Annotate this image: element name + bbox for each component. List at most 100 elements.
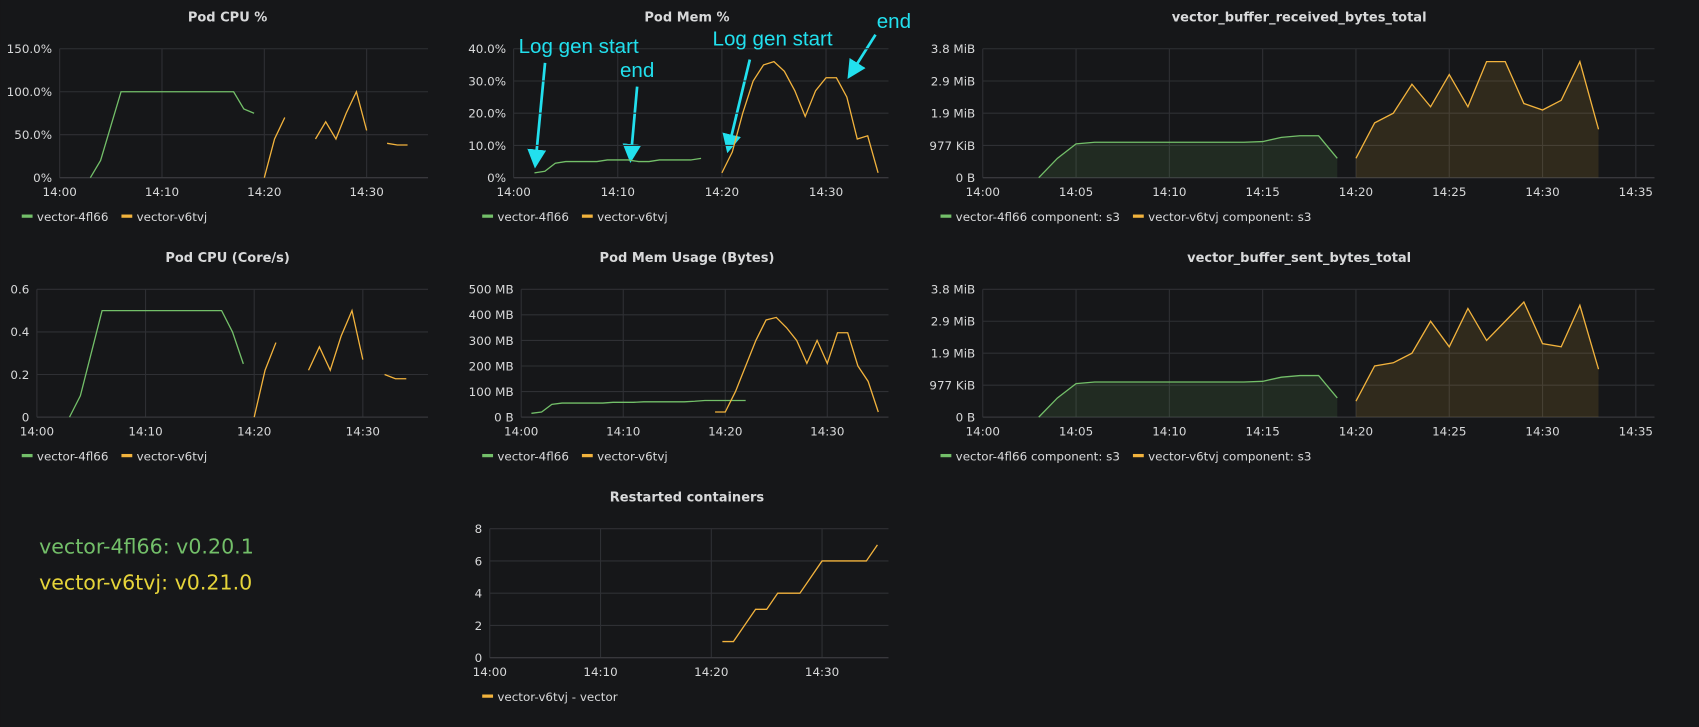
y-tick-label: 0% [487,171,506,185]
y-tick-label: 20.0% [468,107,506,121]
legend-swatch [482,453,494,458]
series-line [721,60,879,174]
legend-label[interactable]: vector-v6tvj [137,210,208,224]
legend-label[interactable]: vector-v6tvj [137,449,208,463]
legend-label[interactable]: vector-4fl66 component: s3 [956,449,1120,463]
version-note: vector-4fl66: v0.20.1 [39,535,254,559]
panel: Restarted containers 0 2 4 6 8 14:00 14:10 14:20… [473,491,889,704]
y-tick-label: 0.6 [10,283,29,297]
annotation: Log gen start [519,35,639,58]
series-area [1355,302,1599,418]
y-tick-label: 4 [475,587,483,601]
legend-swatch [581,214,593,218]
arrow [722,59,752,154]
legend-label[interactable]: vector-4fl66 [497,449,569,463]
legend-swatch [121,453,133,458]
y-tick-label: 0.2 [10,368,29,382]
y-tick-label: 0 B [494,410,514,424]
legend-swatch [482,214,494,218]
x-tick-label: 14:20 [247,185,281,199]
panel-title: Pod CPU % [188,11,267,26]
legend-label[interactable]: vector-v6tvj - vector [497,690,617,704]
y-tick-label: 1.9 MiB [931,347,975,361]
y-tick-label: 2.9 MiB [931,315,975,329]
x-tick-label: 14:35 [1619,425,1653,439]
x-tick-label: 14:10 [1152,425,1186,439]
series-line [715,316,879,413]
panel: Pod Mem % 0% 10.0% 20.0% 30.0% 40.0% 14:00 14:1… [468,10,911,224]
y-tick-label: 1.9 MiB [931,107,975,121]
legend-label[interactable]: vector-4fl66 [37,449,109,463]
x-tick-label: 14:05 [1059,185,1093,199]
y-tick-label: 3.8 MiB [931,42,975,56]
y-tick-label: 0 [475,651,483,665]
x-tick-label: 14:15 [1246,425,1280,439]
x-tick-label: 14:05 [1059,425,1093,439]
x-tick-label: 14:30 [810,425,844,439]
version-note: vector-v6tvj: v0.21.0 [39,570,252,594]
x-tick-label: 14:20 [1339,425,1373,439]
series-line [1038,374,1338,418]
x-tick-label: 14:10 [128,425,162,439]
panel-title: Pod CPU (Core/s) [165,251,290,266]
y-tick-label: 500 MB [469,283,514,297]
x-tick-label: 14:10 [145,185,179,199]
y-tick-label: 100.0% [7,85,52,99]
panel: Pod CPU (Core/s) 0 0.2 0.4 0.6 14:00 14:10 14:2… [10,251,429,463]
x-tick-label: 14:00 [473,665,507,679]
x-tick-label: 14:20 [1339,185,1373,199]
panel-title: Pod Mem Usage (Bytes) [600,251,775,266]
x-tick-label: 14:20 [694,665,728,679]
panel-title: vector_buffer_sent_bytes_total [1187,251,1411,266]
panel-title: Pod Mem % [644,11,729,26]
legend-label[interactable]: vector-v6tvj component: s3 [1148,210,1311,224]
legend-label[interactable]: vector-4fl66 component: s3 [956,210,1120,224]
series-area [1038,375,1338,418]
x-tick-label: 14:10 [601,185,635,199]
series-line [1038,135,1338,179]
x-tick-label: 14:20 [705,185,739,199]
y-tick-label: 0 B [956,171,976,185]
legend-label[interactable]: vector-4fl66 [37,210,109,224]
panel-title: vector_buffer_received_bytes_total [1172,11,1427,26]
annotation: end [877,10,911,33]
x-tick-label: 14:00 [504,425,538,439]
x-tick-label: 14:00 [496,185,530,199]
annotation: Log gen start [713,28,833,51]
legend-label[interactable]: vector-v6tvj component: s3 [1148,449,1311,463]
x-tick-label: 14:30 [1525,425,1559,439]
y-tick-label: 10.0% [468,139,506,153]
x-tick-label: 14:30 [805,665,839,679]
y-tick-label: 50.0% [14,128,52,142]
legend-label[interactable]: vector-v6tvj [597,210,668,224]
y-tick-label: 0.4 [10,325,29,339]
x-tick-label: 14:25 [1432,425,1466,439]
legend-swatch [21,214,33,218]
legend-swatch [121,214,133,218]
y-tick-label: 400 MB [469,308,514,322]
x-tick-label: 14:00 [43,185,77,199]
arrow [847,33,877,80]
y-tick-label: 3.8 MiB [931,283,975,297]
legend-label[interactable]: vector-4fl66 [497,210,569,224]
y-tick-label: 977 KiB [929,379,975,393]
y-tick-label: 200 MB [469,359,514,373]
legend-swatch [581,453,593,458]
x-tick-label: 14:25 [1432,185,1466,199]
y-tick-label: 2 [475,619,483,633]
x-tick-label: 14:20 [237,425,271,439]
y-tick-label: 0 B [956,410,976,424]
y-tick-label: 100 MB [469,385,514,399]
annotation-arrows [527,33,877,169]
x-tick-label: 14:30 [349,185,383,199]
y-tick-label: 300 MB [469,334,514,348]
series-line [534,157,702,174]
legend-label[interactable]: vector-v6tvj [597,449,668,463]
y-tick-label: 8 [475,522,483,536]
panel: Pod Mem Usage (Bytes) 0 B 100 MB 200 MB 300 … [469,251,889,463]
arrow [622,86,642,164]
legend-swatch [940,214,952,218]
x-tick-label: 14:10 [583,665,617,679]
legend-swatch [1132,214,1144,218]
